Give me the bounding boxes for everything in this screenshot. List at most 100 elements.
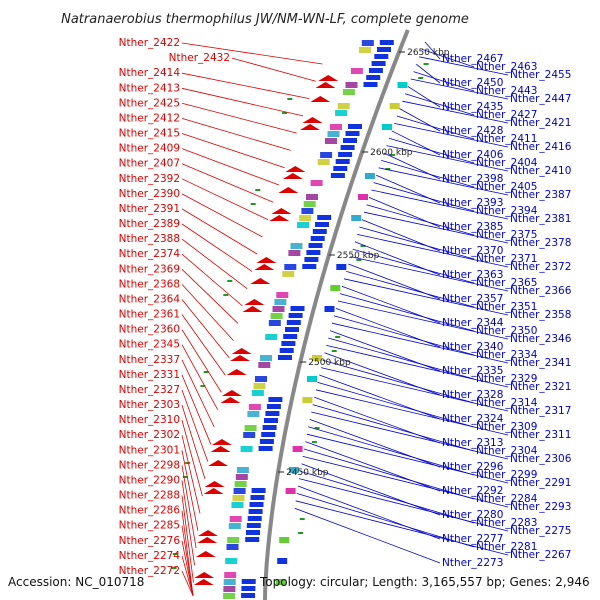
gene-feature-block [239, 453, 252, 459]
gc-marker [314, 427, 320, 429]
leader-line-right [309, 419, 441, 468]
gc-marker [356, 259, 362, 261]
gene-feature-block [250, 397, 263, 403]
gene-label-left: Nther_2331 [119, 369, 180, 381]
leader-line-right [352, 248, 475, 284]
gene-feature-block [336, 264, 347, 270]
leader-line-left [231, 57, 316, 82]
gene-label-left: Nther_2432 [169, 52, 230, 64]
gene-feature-block [317, 159, 330, 165]
gene-label-left: Nther_2425 [119, 97, 180, 109]
gene-feature-block [306, 194, 318, 200]
gene-label-right: Nther_2296 [442, 461, 504, 473]
gene-feature-block [359, 47, 371, 53]
leader-line-right [402, 100, 509, 124]
gene-feature-reverse [338, 152, 353, 157]
leader-line-right [298, 478, 509, 532]
leader-line-left [181, 133, 285, 169]
gene-feature-block [248, 404, 261, 410]
gene-label-right: Nther_2317 [510, 405, 571, 417]
gene-feature-reverse [330, 173, 345, 178]
leader-line-left [181, 389, 209, 462]
gene-feature-block [263, 341, 276, 347]
leader-line-right [333, 315, 475, 356]
gene-label-left: Nther_2415 [119, 128, 180, 140]
gene-label-right: Nther_2280 [442, 509, 503, 521]
leader-line-left [181, 178, 268, 220]
gene-label-right: Nther_2329 [476, 373, 537, 385]
gene-feature-reverse [250, 495, 265, 500]
gene-label-right: Nther_2404 [476, 157, 538, 169]
leader-line-right [295, 500, 509, 556]
gene-feature-block [251, 390, 264, 396]
gene-feature-block [240, 446, 253, 452]
gene-feature-block [303, 201, 316, 207]
gene-feature-forward [208, 460, 229, 466]
gene-label-right: Nther_2363 [442, 269, 503, 281]
gene-feature-block [234, 481, 247, 487]
gene-feature-forward [278, 187, 299, 193]
gc-marker [223, 294, 229, 296]
gene-label-right: Nther_2385 [442, 221, 503, 233]
leader-line-right [326, 345, 509, 388]
gc-marker [250, 203, 256, 205]
gene-feature-block [288, 250, 301, 256]
gene-label-left: Nther_2298 [119, 459, 180, 471]
gene-feature-reverse [259, 439, 274, 444]
gene-feature-reverse [310, 236, 325, 241]
gene-label-right: Nther_2378 [510, 237, 571, 249]
leader-line-right [413, 71, 475, 92]
gene-feature-forward [197, 537, 218, 543]
gene-label-right: Nther_2443 [476, 85, 537, 97]
gene-feature-block [236, 467, 249, 473]
gc-marker [200, 385, 206, 387]
gene-label-right: Nther_2428 [442, 125, 503, 137]
gene-label-right: Nther_2350 [476, 325, 537, 337]
kbp-label: 2500 kbp [308, 358, 351, 368]
gene-label-right: Nther_2387 [510, 189, 571, 201]
gene-feature-forward [204, 481, 225, 487]
gene-label-right: Nther_2406 [442, 149, 504, 161]
gene-feature-block [225, 558, 238, 564]
gene-label-right: Nther_2455 [510, 69, 571, 81]
leader-line-left [181, 450, 199, 531]
gene-feature-reverse [290, 306, 305, 311]
gene-feature-forward [211, 439, 232, 445]
gene-label-right: Nther_2267 [510, 549, 571, 561]
leader-line-right [343, 278, 509, 316]
leader-line-left [181, 72, 310, 99]
gene-label-right: Nther_2411 [476, 133, 537, 145]
gene-label-left: Nther_2389 [119, 218, 180, 230]
gene-feature-reverse [247, 516, 262, 521]
gene-feature-block [307, 376, 317, 382]
leader-line-right [328, 337, 475, 380]
gene-feature-reverse [368, 68, 383, 73]
gene-feature-block [342, 89, 355, 95]
gc-marker [298, 532, 303, 534]
gene-label-left: Nther_2274 [119, 550, 181, 562]
leader-line-left [181, 299, 230, 359]
label-leader-lines [181, 41, 509, 597]
leader-line-right [311, 411, 509, 460]
leader-line-right [386, 145, 509, 172]
gene-feature-forward [230, 355, 250, 361]
gene-feature-block [325, 138, 337, 144]
leader-line-right [339, 293, 475, 332]
leader-line-right [337, 300, 509, 340]
gene-label-left: Nther_2414 [119, 67, 181, 79]
gene-label-left: Nther_2327 [119, 384, 180, 396]
gene-label-right: Nther_2351 [476, 301, 537, 313]
leader-line-right [331, 322, 509, 364]
leader-line-right [308, 426, 475, 476]
gene-label-left: Nther_2337 [119, 354, 180, 366]
gene-label-right: Nther_2283 [476, 517, 537, 529]
gene-feature-block [364, 173, 375, 179]
kbp-label: 2450 kbp [286, 468, 329, 478]
gene-feature-forward [282, 173, 303, 179]
leader-line-left [181, 87, 304, 117]
leader-line-left [181, 344, 219, 410]
gene-feature-forward [226, 369, 247, 375]
gene-label-right: Nther_2341 [510, 357, 571, 369]
